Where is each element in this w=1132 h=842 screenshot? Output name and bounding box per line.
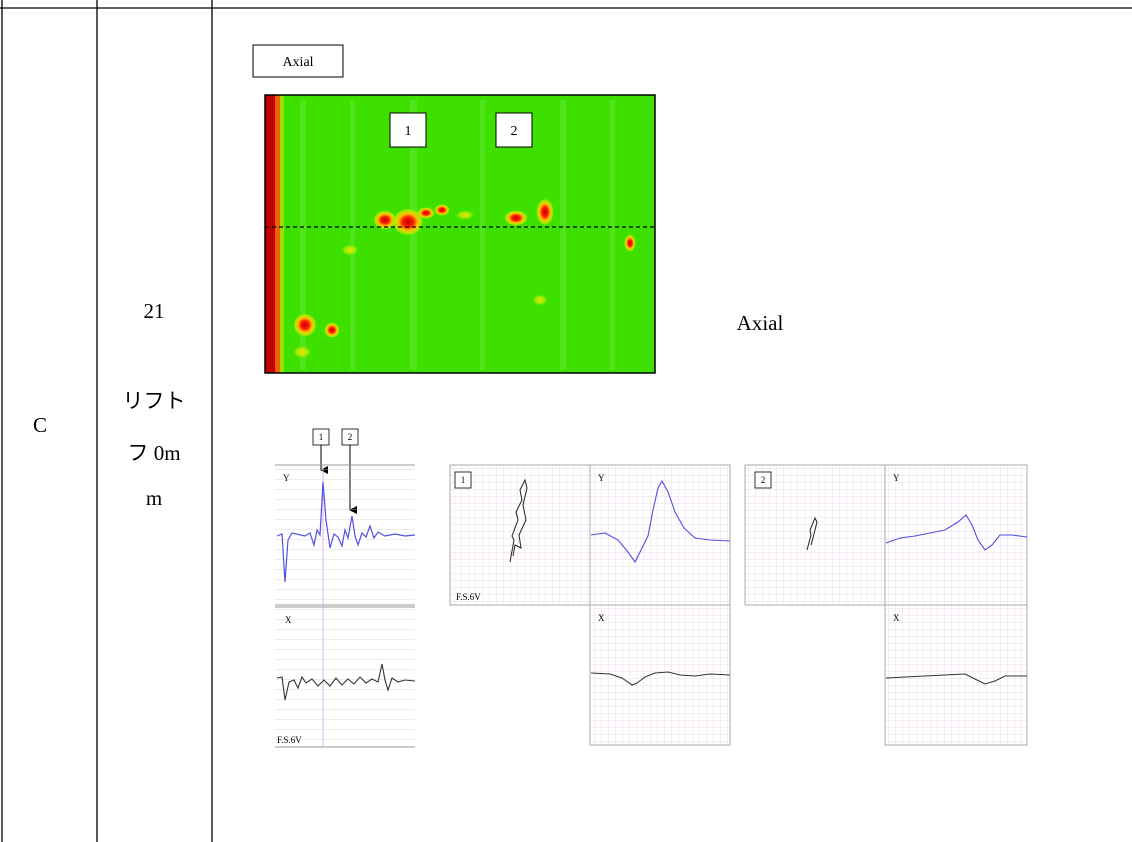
condition-line: 21: [144, 299, 165, 323]
heatmap: 1 2: [264, 94, 656, 374]
lissajous-marker: 1: [461, 475, 466, 485]
lissajous-marker: 2: [761, 475, 766, 485]
lissajous-x-label: X: [598, 613, 605, 623]
condition-line: m: [146, 486, 162, 510]
heatmap-marker: 1: [405, 124, 412, 139]
lissajous-scale: F.S.6V: [456, 592, 481, 602]
strip-scale: F.S.6V: [277, 735, 302, 745]
condition-line: フ 0m: [127, 441, 180, 465]
strip-chart: 1 2 Y X F.S.6V: [275, 428, 416, 748]
lissajous-panel: 2 Y X: [744, 464, 1028, 746]
tag-box: [252, 44, 344, 78]
strip-y-label: Y: [283, 473, 290, 483]
condition-line: リフト: [123, 389, 186, 413]
lissajous-y-label: Y: [893, 473, 900, 483]
row-label: C: [33, 413, 47, 437]
heatmap-marker: 2: [511, 124, 518, 139]
strip-marker: 1: [319, 432, 324, 442]
axial-tag: Axial: [282, 55, 313, 70]
strip-marker: 2: [348, 432, 353, 442]
lissajous-y-label: Y: [598, 473, 605, 483]
strip-x-label: X: [285, 615, 292, 625]
lissajous-x-label: X: [893, 613, 900, 623]
lissajous-panel: 1 F.S.6V Y X: [449, 464, 731, 746]
side-label: Axial: [737, 311, 784, 335]
